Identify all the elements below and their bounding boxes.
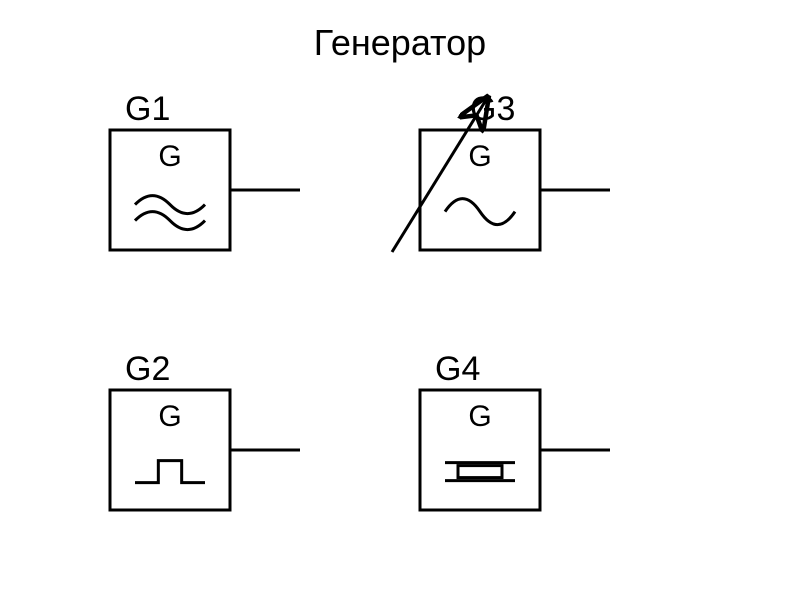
- single-sine-waveform: [445, 199, 515, 225]
- generator-diagram: Генератор G1 G G3 G G2 G G4 G: [0, 0, 800, 600]
- double-sine-waveform: [135, 196, 205, 230]
- generator-letter: G: [158, 400, 181, 433]
- symbol-label: G1: [125, 90, 170, 128]
- symbol-G2: G2 G: [110, 350, 300, 510]
- adjustable-arrow-icon: [392, 100, 486, 252]
- symbol-label: G3: [470, 90, 515, 128]
- pulse-waveform: [135, 461, 205, 483]
- piezo-waveform: [445, 463, 515, 481]
- symbol-G4: G4 G: [420, 350, 610, 510]
- symbol-G3: G3 G: [392, 90, 610, 252]
- generator-letter: G: [468, 140, 491, 173]
- symbol-G1: G1 G: [110, 90, 300, 250]
- generator-letter: G: [158, 140, 181, 173]
- generator-letter: G: [468, 400, 491, 433]
- symbol-label: G4: [435, 350, 480, 388]
- symbol-label: G2: [125, 350, 170, 388]
- diagram-title: Генератор: [314, 22, 486, 63]
